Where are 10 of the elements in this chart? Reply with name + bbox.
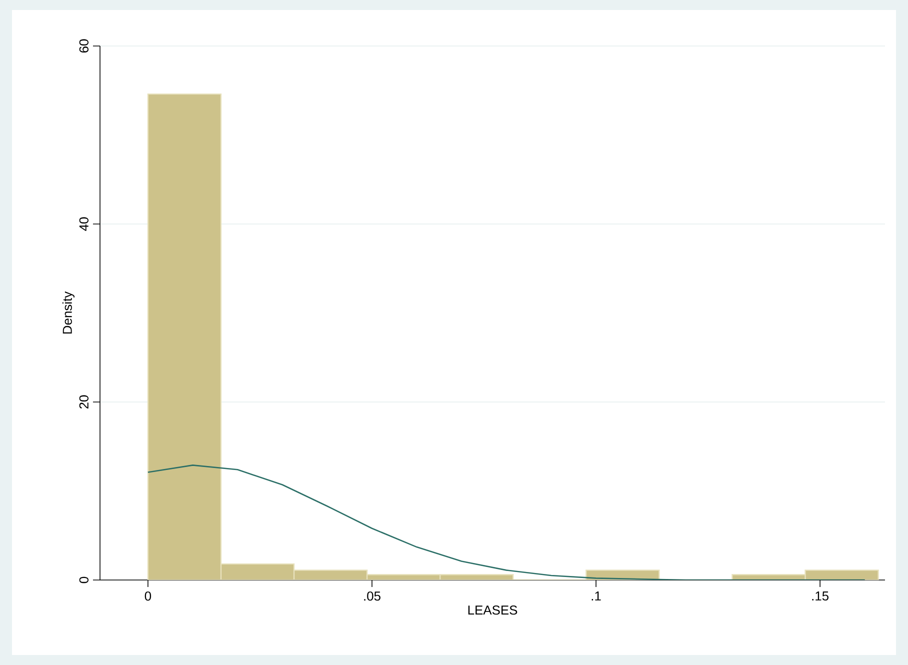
x-tick-label: .15 xyxy=(812,592,828,601)
x-tick-label: .1 xyxy=(592,592,601,600)
y-tick-label: 40 xyxy=(79,217,88,231)
y-tick-label: 20 xyxy=(79,395,88,409)
y-axis-title: Density xyxy=(62,291,74,334)
y-tick-label: 60 xyxy=(79,39,88,53)
x-axis-title: LEASES xyxy=(468,606,518,615)
x-tick-label: 0 xyxy=(144,591,152,601)
y-tick-label: 0 xyxy=(79,576,88,584)
x-tick-label: .05 xyxy=(364,591,380,601)
